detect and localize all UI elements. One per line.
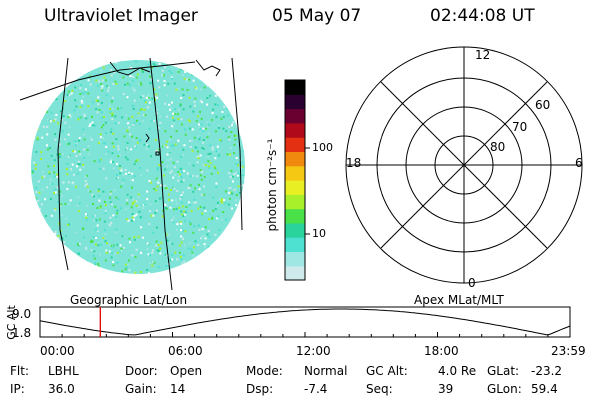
timeline-xtick-0000: 00:00 xyxy=(40,344,75,358)
colorbar-label-10: 10 xyxy=(312,227,326,240)
mlat-label-60: 60 xyxy=(535,98,551,112)
colorbar-segment xyxy=(285,237,305,253)
status-value: LBHL xyxy=(48,364,79,378)
status-value: -7.4 xyxy=(304,382,328,396)
timeline-xtick-2359: 23:59 xyxy=(551,344,586,358)
status-label: GC Alt: xyxy=(366,364,408,378)
coastline-3 xyxy=(195,59,221,77)
left-panel-title: Geographic Lat/Lon xyxy=(70,293,188,307)
geographic-image-panel xyxy=(19,57,245,291)
colorbar-unit-label: photon cm⁻²s⁻¹ xyxy=(265,138,279,232)
status-label: Gain: xyxy=(125,382,157,396)
polar-diagonal-2 xyxy=(380,81,548,249)
status-value: Open xyxy=(170,364,203,378)
timeline-xtick-0600: 06:00 xyxy=(168,344,203,358)
longitude-line-1 xyxy=(57,57,69,271)
coastline xyxy=(19,61,196,101)
status-label: GLon: xyxy=(487,382,522,396)
colorbar-segment xyxy=(285,222,305,238)
status-label: Door: xyxy=(125,364,158,378)
mlt-label-18: 18 xyxy=(346,156,362,170)
colorbar-label-100: 100 xyxy=(312,141,333,154)
site-marker xyxy=(155,151,160,156)
colorbar-segment xyxy=(285,208,305,224)
status-value: Normal xyxy=(304,364,348,378)
header-date: 05 May 07 xyxy=(272,6,362,26)
status-label: GLat: xyxy=(487,364,520,378)
status-label: Dsp: xyxy=(246,382,274,396)
colorbar-segment xyxy=(285,194,305,210)
polar-plot xyxy=(345,46,583,284)
status-label: Seq: xyxy=(366,382,393,396)
instrument-title: Ultraviolet Imager xyxy=(44,6,198,26)
colorbar-segment xyxy=(285,80,305,95)
earth-disk xyxy=(31,60,245,274)
status-label: Flt: xyxy=(10,364,29,378)
timeline-xtick-1200: 12:00 xyxy=(296,344,331,358)
status-label: IP: xyxy=(10,382,25,396)
colorbar-segment xyxy=(285,251,305,267)
colorbar-segment xyxy=(285,122,305,138)
status-value: 39 xyxy=(438,382,454,396)
timeline-xtick-1800: 18:00 xyxy=(424,344,459,358)
longitude-line-2 xyxy=(149,57,173,291)
mlt-label-12: 12 xyxy=(475,48,491,62)
status-value: 36.0 xyxy=(48,382,75,396)
coastline-2 xyxy=(109,61,151,76)
status-value: 4.0 Re xyxy=(438,364,477,378)
geographic-grid xyxy=(19,57,243,291)
header-time: 02:44:08 UT xyxy=(430,6,535,26)
colorbar-segment xyxy=(285,137,305,153)
mlt-label-0: 0 xyxy=(468,276,476,290)
mlat-label-70: 70 xyxy=(512,120,528,134)
colorbar-segment xyxy=(285,108,305,124)
right-panel-title: Apex MLat/MLT xyxy=(414,293,504,307)
status-value: 59.4 xyxy=(531,382,558,396)
colorbar xyxy=(284,79,310,281)
status-label: Mode: xyxy=(246,364,283,378)
mlt-label-6: 6 xyxy=(575,156,583,170)
altitude-curve xyxy=(39,308,571,336)
colorbar-segment xyxy=(285,165,305,181)
colorbar-segment xyxy=(285,151,305,167)
status-value: 14 xyxy=(170,382,186,396)
orbit-timeline xyxy=(39,306,571,338)
status-value: -23.2 xyxy=(531,364,563,378)
mlat-label-80: 80 xyxy=(490,140,506,154)
colorbar-segment xyxy=(285,180,305,195)
marker-loop xyxy=(145,133,150,143)
longitude-line-3 xyxy=(231,57,243,231)
colorbar-segment xyxy=(285,265,305,281)
timeline-ytick-min: 1.8 xyxy=(12,326,32,340)
colorbar-segment xyxy=(285,94,305,110)
timeline-ytick-max: 9.0 xyxy=(12,307,32,321)
